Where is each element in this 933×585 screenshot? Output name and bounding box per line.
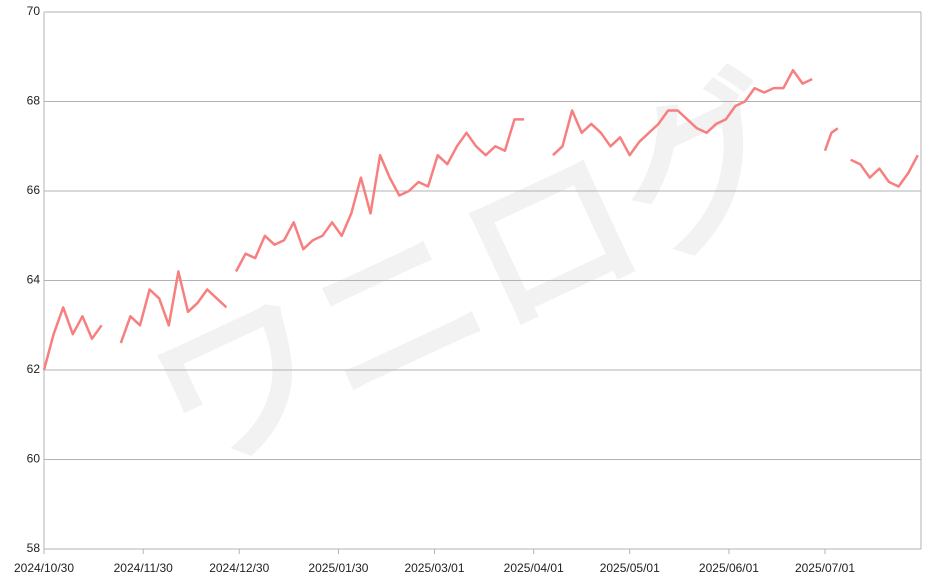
x-tick-label: 2024/12/30 <box>209 561 269 575</box>
x-tick-label: 2025/06/01 <box>699 561 759 575</box>
y-tick-label: 62 <box>27 362 41 376</box>
y-tick-label: 58 <box>27 541 41 555</box>
x-tick-label: 2025/03/01 <box>404 561 464 575</box>
x-tick-label: 2024/10/30 <box>14 561 74 575</box>
y-tick-label: 60 <box>27 452 41 466</box>
y-tick-label: 64 <box>27 273 41 287</box>
x-tick-label: 2025/05/01 <box>600 561 660 575</box>
watermark: ワニログ <box>126 48 823 508</box>
x-tick-label: 2025/07/01 <box>795 561 855 575</box>
y-tick-label: 70 <box>27 4 41 18</box>
x-tick-label: 2025/04/01 <box>504 561 564 575</box>
y-tick-label: 66 <box>27 183 41 197</box>
x-tick-label: 2025/01/30 <box>308 561 368 575</box>
x-tick-label: 2024/11/30 <box>114 561 173 575</box>
line <box>42 68 919 371</box>
y-tick-label: 68 <box>27 94 41 108</box>
